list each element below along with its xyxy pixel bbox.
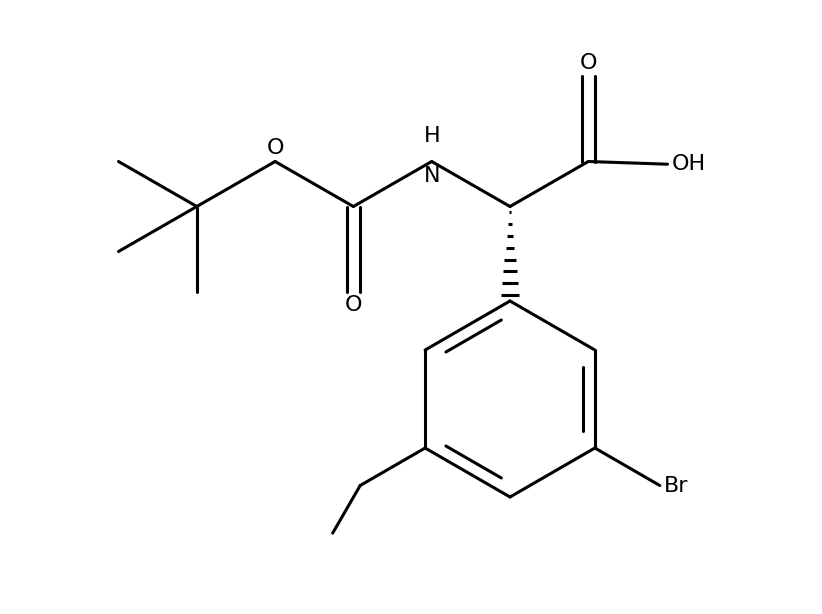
Text: N: N xyxy=(423,166,440,185)
Text: OH: OH xyxy=(672,154,705,174)
Text: O: O xyxy=(266,138,284,158)
Text: O: O xyxy=(580,53,597,73)
Text: O: O xyxy=(344,295,363,315)
Text: Br: Br xyxy=(664,476,688,497)
Text: H: H xyxy=(423,125,440,146)
